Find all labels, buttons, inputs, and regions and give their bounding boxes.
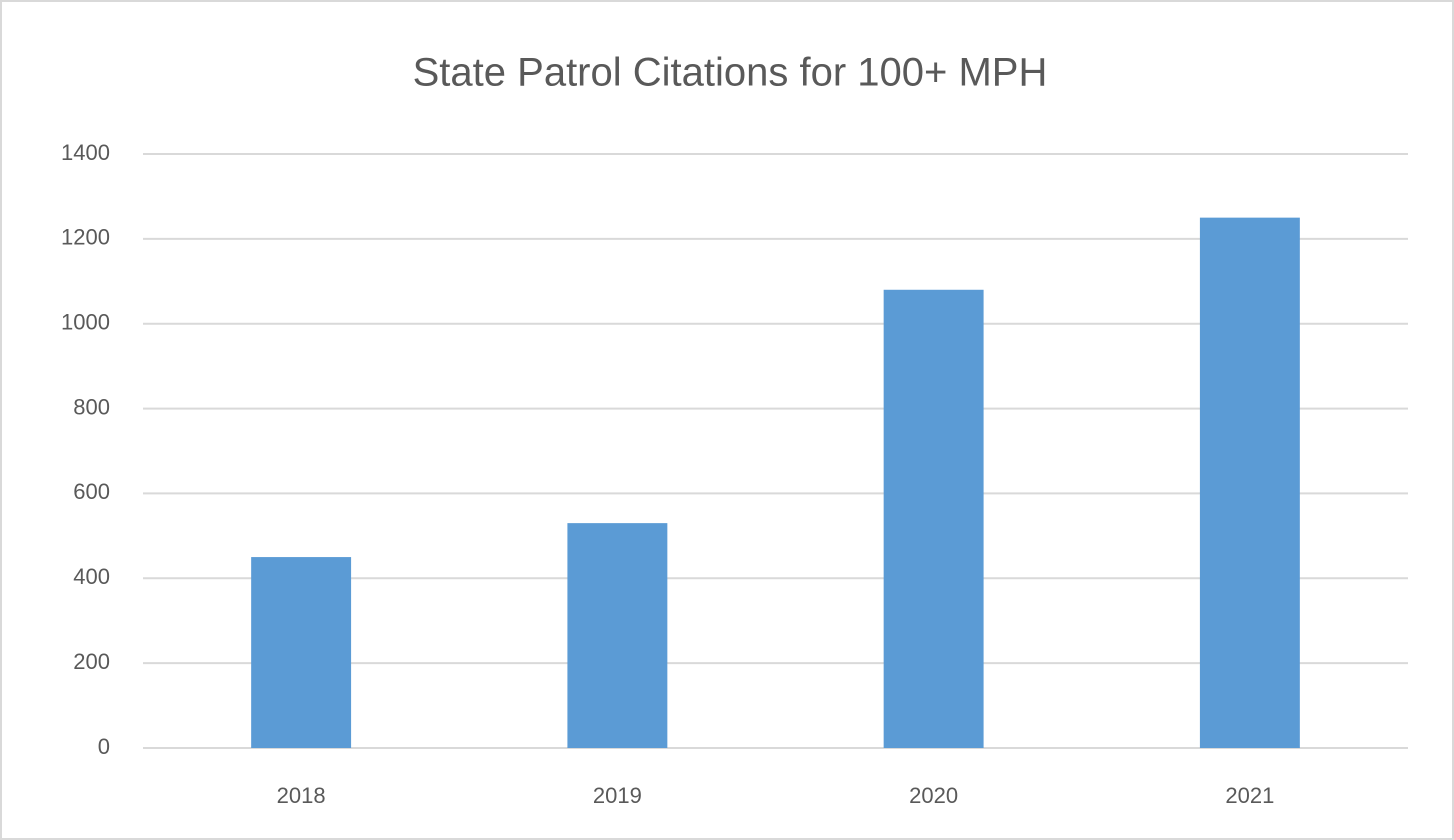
x-tick-label: 2018	[277, 783, 326, 808]
bar	[1199, 217, 1300, 749]
y-tick-label: 0	[98, 734, 110, 759]
y-tick-label: 200	[73, 649, 110, 674]
x-tick-label: 2020	[909, 783, 958, 808]
x-tick-label: 2021	[1225, 783, 1274, 808]
y-tick-label: 1200	[61, 225, 110, 250]
y-tick-label: 400	[73, 564, 110, 589]
bar	[567, 523, 668, 748]
y-tick-label: 1400	[61, 140, 110, 165]
x-tick-label: 2019	[593, 783, 642, 808]
bar	[251, 557, 352, 748]
y-tick-label: 600	[73, 479, 110, 504]
bar	[883, 289, 984, 748]
y-tick-label: 1000	[61, 310, 110, 335]
y-tick-label: 800	[73, 394, 110, 419]
chart-title: State Patrol Citations for 100+ MPH	[413, 51, 1048, 95]
